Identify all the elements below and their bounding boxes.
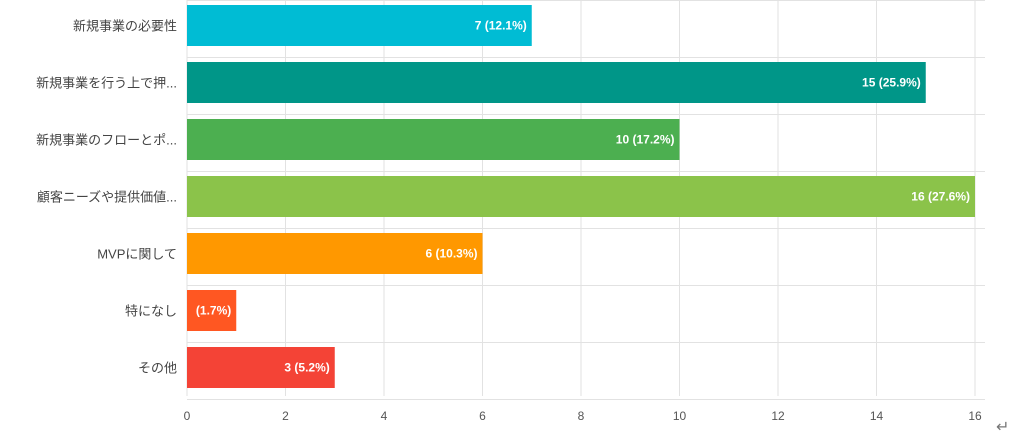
x-tick-label: 6 (479, 409, 486, 423)
x-tick-label: 14 (870, 409, 884, 423)
category-label: 特になし (125, 304, 177, 319)
x-tick-label: 10 (673, 409, 687, 423)
data-label: 6 (10.3%) (425, 247, 477, 261)
data-label: 15 (25.9%) (862, 76, 921, 90)
data-label: 7 (12.1%) (475, 19, 527, 33)
return-mark-icon: ↵ (996, 419, 1009, 436)
tick-layer: 0 2 4 6 8 10 12 14 16 (184, 409, 982, 423)
label-layer: 新規事業の必要性 7 (12.1%) 新規事業を行う上で押... 15 (25.9%)… (36, 19, 970, 376)
data-label: 10 (17.2%) (616, 133, 675, 147)
bar (187, 347, 335, 388)
bar (187, 176, 975, 217)
x-tick-label: 8 (578, 409, 585, 423)
data-label: 3 (5.2%) (284, 361, 329, 375)
bar (187, 119, 680, 160)
x-tick-label: 4 (381, 409, 388, 423)
x-tick-label: 0 (184, 409, 191, 423)
x-tick-label: 16 (968, 409, 982, 423)
x-tick-label: 12 (771, 409, 785, 423)
bar (187, 233, 483, 274)
bar (187, 5, 532, 46)
category-label: 新規事業の必要性 (73, 19, 177, 34)
bar (187, 290, 237, 331)
category-label: 顧客ニーズや提供価値... (37, 190, 177, 205)
category-label: 新規事業を行う上で押... (36, 76, 177, 91)
category-label: その他 (138, 361, 177, 376)
data-label: (1.7%) (196, 304, 231, 318)
category-label: 新規事業のフローとポ... (36, 133, 177, 148)
x-tick-label: 2 (282, 409, 289, 423)
bar (187, 62, 926, 103)
category-label: MVPに関して (97, 247, 177, 262)
data-label: 16 (27.6%) (911, 190, 970, 204)
bar-layer (187, 5, 975, 388)
